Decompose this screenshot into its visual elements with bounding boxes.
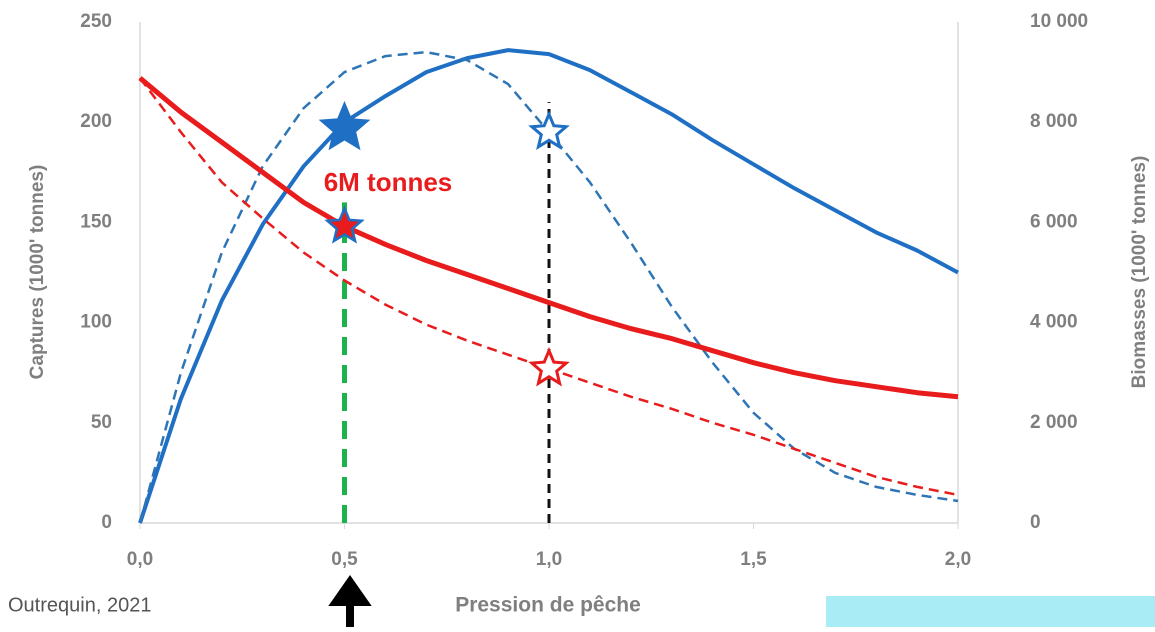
star-marker	[528, 346, 570, 387]
annotation: 6M tonnes	[324, 167, 453, 197]
x-tick-label: 1,5	[740, 549, 767, 570]
y2-tick-label: 4 000	[1030, 312, 1078, 333]
y2-axis-label: Biomasses (1000' tonnes)	[1129, 156, 1150, 389]
series-line	[138, 48, 959, 524]
star-marker	[318, 100, 371, 151]
y-tick-label: 200	[80, 111, 112, 132]
y-axis-label: Captures (1000' tonnes)	[27, 165, 48, 380]
arrow	[328, 575, 372, 627]
y2-tick-label: 6 000	[1030, 211, 1078, 232]
star-marker	[324, 205, 365, 244]
x-tick-label: 2,0	[945, 549, 971, 570]
y2-tick-label: 2 000	[1030, 412, 1078, 433]
y2-tick-label: 10 000	[1030, 11, 1088, 32]
y-tick-label: 250	[80, 11, 112, 32]
y-tick-label: 100	[80, 312, 112, 333]
y-tick-label: 50	[91, 412, 112, 433]
x-tick-label: 1,0	[536, 549, 562, 570]
star-marker	[528, 110, 570, 150]
x-tick-label: 0,0	[127, 549, 153, 570]
y-tick-label: 0	[101, 512, 112, 533]
y2-tick-label: 8 000	[1030, 111, 1078, 132]
x-tick-label: 0,5	[331, 549, 358, 570]
y-tick-label: 150	[80, 211, 112, 232]
series-line	[138, 76, 959, 400]
boat-picture	[826, 596, 1155, 627]
source: Outrequin, 2021	[8, 594, 151, 616]
x-axis-label: Pression de pêche	[455, 594, 641, 617]
y2-tick-label: 0	[1030, 512, 1041, 533]
